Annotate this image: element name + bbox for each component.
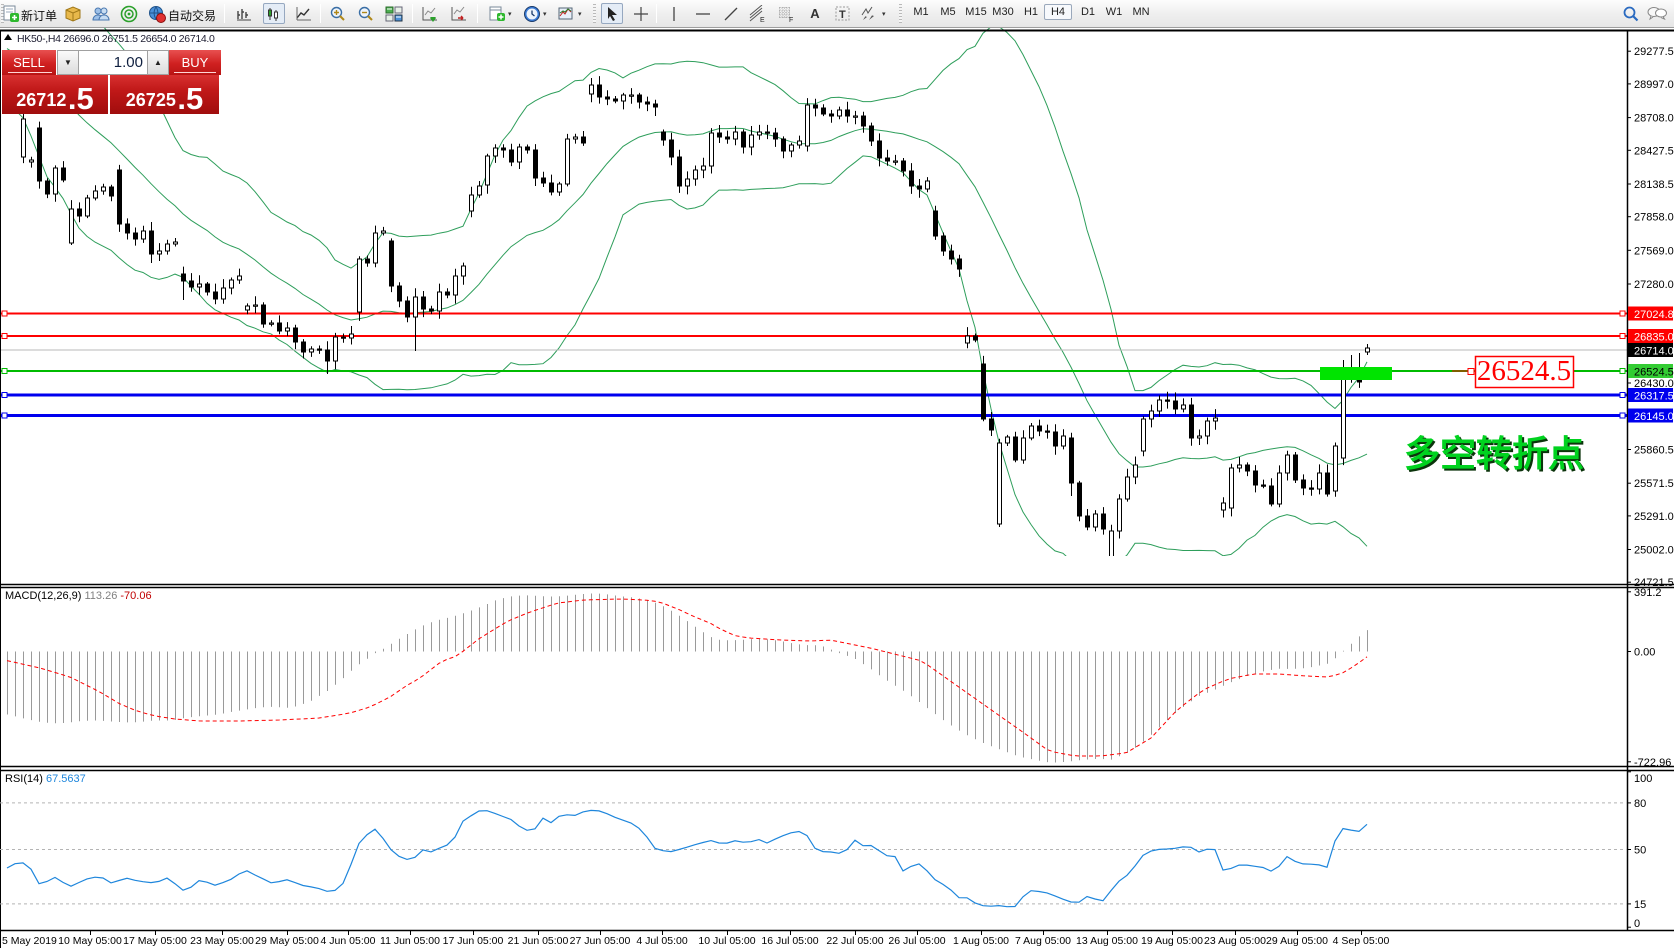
svg-text:26 Jul 05:00: 26 Jul 05:00	[888, 935, 945, 947]
svg-text:RSI(14) 67.5637: RSI(14) 67.5637	[5, 773, 86, 785]
svg-text:MACD(12,26,9) 113.26 -70.06: MACD(12,26,9) 113.26 -70.06	[5, 590, 152, 602]
svg-text:27024.8: 27024.8	[1634, 309, 1674, 321]
svg-text:28427.5: 28427.5	[1634, 145, 1674, 157]
svg-text:HK50-,H4 26696.0 26751.5 2665: HK50-,H4 26696.0 26751.5 26654.0 26714.0	[17, 33, 215, 45]
svg-text:25860.5: 25860.5	[1634, 445, 1674, 457]
svg-text:7 Aug 05:00: 7 Aug 05:00	[1015, 935, 1071, 947]
svg-text:10 Jul 05:00: 10 Jul 05:00	[698, 935, 755, 947]
svg-text:19 Aug 05:00: 19 Aug 05:00	[1141, 935, 1203, 947]
svg-text:17 Jun 05:00: 17 Jun 05:00	[443, 935, 504, 947]
svg-text:13 Aug 05:00: 13 Aug 05:00	[1076, 935, 1138, 947]
svg-text:25291.0: 25291.0	[1634, 511, 1674, 523]
svg-text:26430.0: 26430.0	[1634, 378, 1674, 390]
svg-text:29 May 05:00: 29 May 05:00	[255, 935, 319, 947]
svg-text:16 Jul 05:00: 16 Jul 05:00	[761, 935, 818, 947]
svg-text:26524.5: 26524.5	[1634, 367, 1674, 379]
svg-text:23 May 05:00: 23 May 05:00	[190, 935, 254, 947]
svg-text:4 Jul 05:00: 4 Jul 05:00	[636, 935, 688, 947]
svg-text:10 May 05:00: 10 May 05:00	[58, 935, 122, 947]
svg-text:24721.5: 24721.5	[1634, 577, 1674, 589]
svg-text:26145.0: 26145.0	[1634, 411, 1674, 423]
svg-text:0.00: 0.00	[1634, 647, 1655, 659]
svg-text:80: 80	[1634, 798, 1646, 810]
svg-text:4 Jun 05:00: 4 Jun 05:00	[321, 935, 376, 947]
svg-text:多空转折点: 多空转折点	[1404, 434, 1584, 474]
svg-text:27 Jun 05:00: 27 Jun 05:00	[570, 935, 631, 947]
svg-text:26524.5: 26524.5	[1477, 355, 1571, 387]
svg-text:25002.0: 25002.0	[1634, 545, 1674, 557]
svg-text:15: 15	[1634, 899, 1646, 911]
svg-text:22 Jul 05:00: 22 Jul 05:00	[826, 935, 883, 947]
svg-text:26835.0: 26835.0	[1634, 332, 1674, 344]
svg-text:27569.0: 27569.0	[1634, 245, 1674, 257]
svg-text:50: 50	[1634, 845, 1646, 857]
svg-text:T: T	[839, 9, 846, 21]
svg-text:100: 100	[1634, 773, 1652, 785]
svg-text:26317.5: 26317.5	[1634, 391, 1674, 403]
svg-text:23 Aug 05:00: 23 Aug 05:00	[1204, 935, 1266, 947]
svg-text:E: E	[760, 17, 765, 23]
svg-text:F: F	[789, 17, 793, 23]
svg-text:5 May 2019: 5 May 2019	[2, 935, 57, 947]
svg-text:21 Jun 05:00: 21 Jun 05:00	[508, 935, 569, 947]
svg-text:28138.5: 28138.5	[1634, 179, 1674, 191]
svg-text:391.2: 391.2	[1634, 587, 1662, 599]
svg-text:25571.5: 25571.5	[1634, 478, 1674, 490]
svg-text:27280.0: 27280.0	[1634, 279, 1674, 291]
svg-text:26714.0: 26714.0	[1634, 346, 1674, 358]
svg-text:29 Aug 05:00: 29 Aug 05:00	[1266, 935, 1328, 947]
svg-text:1 Aug 05:00: 1 Aug 05:00	[953, 935, 1009, 947]
svg-text:29277.5: 29277.5	[1634, 46, 1674, 58]
svg-text:11 Jun 05:00: 11 Jun 05:00	[380, 935, 440, 947]
svg-text:-722.96: -722.96	[1634, 757, 1671, 769]
svg-text:17 May 05:00: 17 May 05:00	[123, 935, 187, 947]
svg-text:27858.0: 27858.0	[1634, 212, 1674, 224]
svg-text:4 Sep 05:00: 4 Sep 05:00	[1333, 935, 1390, 947]
svg-text:28708.0: 28708.0	[1634, 113, 1674, 125]
svg-text:0: 0	[1634, 918, 1640, 930]
svg-text:28997.0: 28997.0	[1634, 79, 1674, 91]
